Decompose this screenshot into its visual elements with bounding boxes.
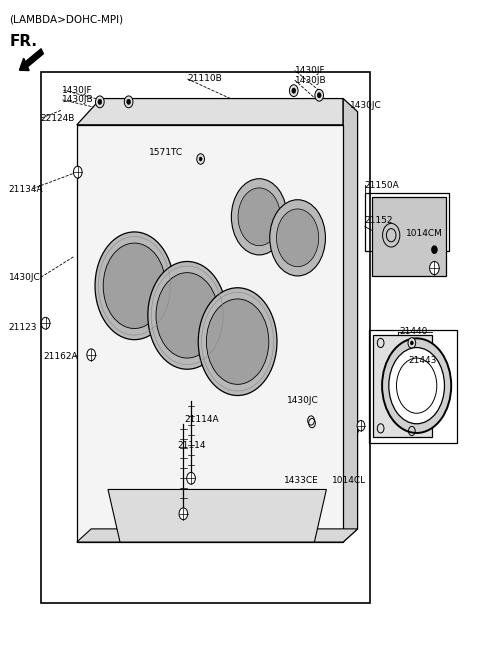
- Circle shape: [231, 179, 287, 255]
- Circle shape: [276, 209, 319, 267]
- Polygon shape: [372, 197, 446, 276]
- Text: 1430JC: 1430JC: [9, 273, 40, 282]
- Text: FR.: FR.: [10, 34, 37, 49]
- Bar: [369, 330, 457, 443]
- Text: 1430JB: 1430JB: [62, 95, 94, 104]
- Circle shape: [292, 88, 296, 93]
- Text: 21162A: 21162A: [43, 352, 78, 361]
- Text: 1430JC: 1430JC: [287, 396, 319, 405]
- Circle shape: [103, 243, 166, 328]
- Circle shape: [156, 273, 218, 358]
- Text: 1014CL: 1014CL: [332, 476, 366, 486]
- Circle shape: [73, 166, 82, 178]
- Polygon shape: [77, 529, 358, 542]
- Text: 1430JC: 1430JC: [350, 101, 382, 110]
- Text: 21114: 21114: [178, 441, 206, 450]
- Text: 21440: 21440: [399, 327, 428, 336]
- Text: 1571TC: 1571TC: [149, 148, 183, 157]
- Circle shape: [197, 154, 204, 164]
- Polygon shape: [373, 335, 432, 437]
- Circle shape: [317, 93, 321, 98]
- Circle shape: [382, 338, 451, 433]
- Text: 1430JF: 1430JF: [295, 66, 326, 75]
- Circle shape: [389, 348, 444, 424]
- Text: 21443: 21443: [408, 355, 436, 365]
- Text: 21152: 21152: [365, 215, 393, 225]
- Circle shape: [127, 99, 131, 104]
- Circle shape: [148, 261, 227, 369]
- Text: (LAMBDA>DOHC-MPI): (LAMBDA>DOHC-MPI): [10, 14, 124, 24]
- Circle shape: [87, 349, 96, 361]
- Circle shape: [432, 246, 437, 254]
- Circle shape: [187, 472, 195, 484]
- Circle shape: [179, 508, 188, 520]
- Circle shape: [315, 89, 324, 101]
- Text: 1430JF: 1430JF: [62, 85, 93, 95]
- Circle shape: [410, 341, 413, 345]
- Circle shape: [430, 261, 439, 275]
- Circle shape: [238, 188, 280, 246]
- Text: 1014CM: 1014CM: [406, 229, 443, 238]
- Bar: [365, 193, 449, 251]
- Text: 21110B: 21110B: [187, 74, 222, 83]
- Circle shape: [206, 299, 269, 384]
- Circle shape: [198, 288, 277, 396]
- Circle shape: [408, 338, 416, 348]
- Circle shape: [96, 96, 104, 108]
- Text: 21134A: 21134A: [9, 185, 43, 194]
- Circle shape: [98, 99, 102, 104]
- Circle shape: [95, 232, 174, 340]
- Bar: [41, 72, 370, 603]
- Text: 21114A: 21114A: [185, 415, 219, 424]
- Circle shape: [357, 420, 365, 431]
- FancyArrow shape: [19, 49, 43, 70]
- Polygon shape: [77, 125, 343, 542]
- Text: 22124B: 22124B: [41, 114, 75, 123]
- Text: 1433CE: 1433CE: [284, 476, 319, 486]
- Circle shape: [199, 157, 202, 161]
- Polygon shape: [77, 99, 343, 125]
- Polygon shape: [343, 99, 358, 542]
- Circle shape: [289, 85, 298, 97]
- Text: 21150A: 21150A: [365, 181, 399, 190]
- Circle shape: [124, 96, 133, 108]
- Circle shape: [270, 200, 325, 276]
- Text: 1430JB: 1430JB: [295, 76, 327, 85]
- Text: 21123: 21123: [9, 323, 37, 332]
- Circle shape: [41, 317, 50, 329]
- Polygon shape: [108, 489, 326, 542]
